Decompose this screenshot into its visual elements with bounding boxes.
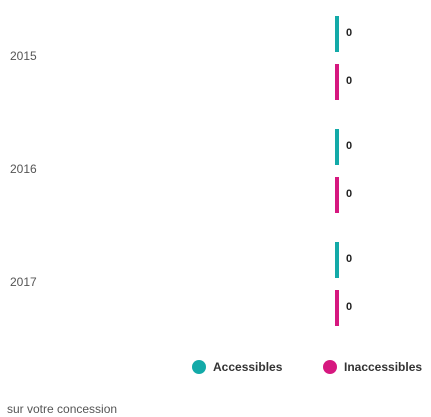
bar	[335, 290, 339, 326]
data-label: 0	[346, 75, 352, 87]
data-label: 0	[346, 301, 352, 313]
bar	[335, 16, 339, 52]
data-label: 0	[346, 140, 352, 152]
legend-label: Accessibles	[213, 360, 283, 374]
bar	[335, 242, 339, 278]
footer: sur votre concession	[7, 402, 117, 416]
data-label: 0	[346, 188, 352, 200]
legend-swatch	[323, 360, 337, 374]
bar	[335, 64, 339, 100]
legend-swatch	[192, 360, 206, 374]
category-label: 2017	[10, 275, 37, 289]
data-label: 0	[346, 27, 352, 39]
bar	[335, 177, 339, 213]
category-label: 2015	[10, 49, 37, 63]
category-label: 2016	[10, 162, 37, 176]
legend-label: Inaccessibles	[344, 360, 422, 374]
bar	[335, 129, 339, 165]
data-label: 0	[346, 253, 352, 265]
